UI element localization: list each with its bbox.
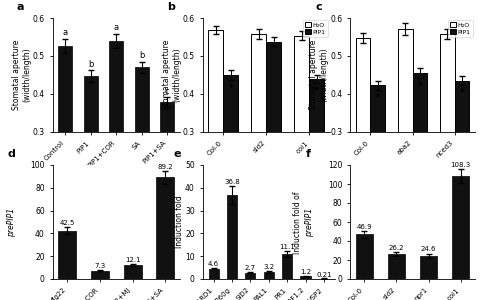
Text: 1.2: 1.2 [300,269,311,275]
Text: a: a [62,28,68,37]
Bar [91,271,109,279]
Text: *: * [460,88,464,98]
Bar [412,73,427,246]
Bar [84,76,98,246]
Bar [319,278,329,279]
Bar [398,29,412,246]
Text: prePIP1: prePIP1 [7,207,16,237]
Text: 89.2: 89.2 [158,164,173,170]
Bar [58,46,72,246]
Bar [309,79,324,246]
Y-axis label: Stomatal aperture
(width/length): Stomatal aperture (width/length) [162,40,182,110]
Y-axis label: Stomatal aperture
(width/length): Stomatal aperture (width/length) [12,40,32,110]
Text: 46.9: 46.9 [356,224,372,230]
Text: *: * [228,82,234,93]
Bar [420,256,438,279]
Bar [266,42,281,246]
Legend: H₂O, PIP1: H₂O, PIP1 [448,20,473,37]
Bar [208,268,218,279]
Bar [294,36,309,246]
Text: c: c [165,86,170,95]
Bar [300,276,310,279]
Bar [356,234,374,279]
Y-axis label: Stomatal aperture
(width/length): Stomatal aperture (width/length) [310,40,329,110]
Text: d: d [8,149,16,159]
Text: *: * [376,93,380,103]
Bar [224,75,238,246]
Text: 3.2: 3.2 [263,264,274,270]
Bar [440,34,454,246]
Bar [452,176,469,279]
Bar [160,102,174,246]
Text: Induction fold of: Induction fold of [0,190,4,254]
Text: 108.3: 108.3 [450,162,470,168]
Text: Induction fold of: Induction fold of [293,190,302,254]
Legend: H₂O, PIP1: H₂O, PIP1 [302,20,328,37]
Text: f: f [306,149,311,159]
Bar [264,272,274,279]
Text: c: c [315,2,322,12]
Text: 0.21: 0.21 [316,272,332,278]
Text: b: b [167,2,174,12]
Text: 36.8: 36.8 [224,179,240,185]
Text: 26.2: 26.2 [388,244,404,250]
Text: a: a [17,2,24,12]
Bar [370,85,385,246]
Text: 11.1: 11.1 [280,244,295,250]
Bar [58,230,76,279]
Text: e: e [174,149,181,159]
Text: b: b [139,51,144,60]
Text: 7.3: 7.3 [94,263,106,269]
Text: 2.7: 2.7 [245,266,256,272]
Bar [124,265,142,279]
Text: b: b [88,59,94,68]
Bar [208,30,224,246]
Bar [282,254,292,279]
Text: 12.1: 12.1 [125,257,140,263]
Text: prePIP1: prePIP1 [306,207,314,237]
Bar [156,177,174,279]
Bar [227,195,237,279]
Bar [388,254,406,279]
Text: *: * [314,86,319,96]
Text: a: a [114,23,119,32]
Text: 24.6: 24.6 [421,246,436,252]
Bar [134,68,148,246]
Bar [454,81,469,246]
Text: *: * [418,81,422,91]
Y-axis label: Induction fold: Induction fold [174,196,184,248]
Bar [109,41,124,246]
Bar [251,34,266,246]
Bar [246,273,256,279]
Text: 42.5: 42.5 [60,220,75,226]
Bar [356,38,370,246]
Text: 4.6: 4.6 [208,261,219,267]
